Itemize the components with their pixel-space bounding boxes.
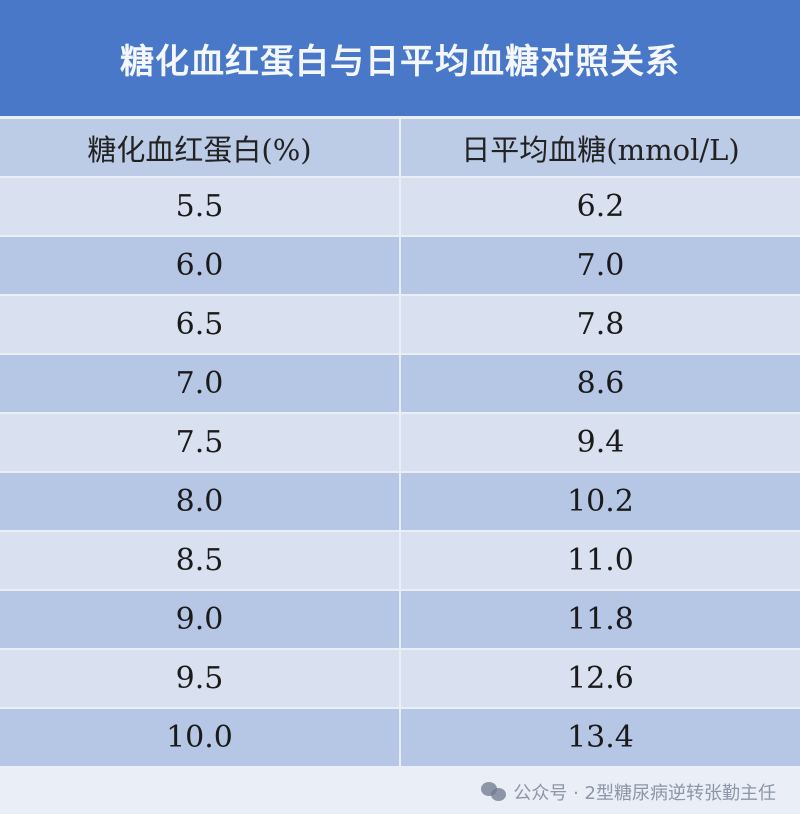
glucose-cell: 6.2 [401, 178, 800, 235]
hba1c-cell: 7.5 [0, 414, 399, 471]
watermark: 公众号 · 2型糖尿病逆转张勤主任 [481, 778, 776, 806]
table-row: 10.0 13.4 [0, 709, 800, 766]
hba1c-cell: 10.0 [0, 709, 399, 766]
table-row: 9.5 12.6 [0, 650, 800, 707]
column-header-glucose: 日平均血糖(mmol/L) [401, 119, 800, 176]
watermark-text: 公众号 · 2型糖尿病逆转张勤主任 [513, 783, 776, 804]
wechat-icon [481, 782, 507, 802]
hba1c-cell: 8.5 [0, 532, 399, 589]
hba1c-cell: 9.0 [0, 591, 399, 648]
table-row: 8.5 11.0 [0, 532, 800, 589]
table-row: 7.0 8.6 [0, 355, 800, 412]
hba1c-cell: 7.0 [0, 355, 399, 412]
glucose-cell: 9.4 [401, 414, 800, 471]
table-row: 9.0 11.8 [0, 591, 800, 648]
table-row: 8.0 10.2 [0, 473, 800, 530]
column-header-hba1c: 糖化血红蛋白(%) [0, 119, 399, 176]
glucose-cell: 11.0 [401, 532, 800, 589]
hba1c-cell: 9.5 [0, 650, 399, 707]
hba1c-cell: 5.5 [0, 178, 399, 235]
hba1c-cell: 6.0 [0, 237, 399, 294]
glucose-cell: 7.0 [401, 237, 800, 294]
glucose-cell: 11.8 [401, 591, 800, 648]
hba1c-cell: 6.5 [0, 296, 399, 353]
header-row: 糖化血红蛋白(%) 日平均血糖(mmol/L) [0, 119, 800, 176]
table-title: 糖化血红蛋白与日平均血糖对照关系 [0, 0, 800, 116]
table-row: 6.0 7.0 [0, 237, 800, 294]
glucose-cell: 10.2 [401, 473, 800, 530]
hba1c-glucose-table: 糖化血红蛋白(%) 日平均血糖(mmol/L) 5.5 6.2 6.0 7.0 6.5 7… [0, 119, 800, 768]
table-row: 7.5 9.4 [0, 414, 800, 471]
table-row: 5.5 6.2 [0, 178, 800, 235]
glucose-cell: 13.4 [401, 709, 800, 766]
glucose-cell: 12.6 [401, 650, 800, 707]
table-row: 6.5 7.8 [0, 296, 800, 353]
glucose-cell: 7.8 [401, 296, 800, 353]
hba1c-cell: 8.0 [0, 473, 399, 530]
glucose-cell: 8.6 [401, 355, 800, 412]
